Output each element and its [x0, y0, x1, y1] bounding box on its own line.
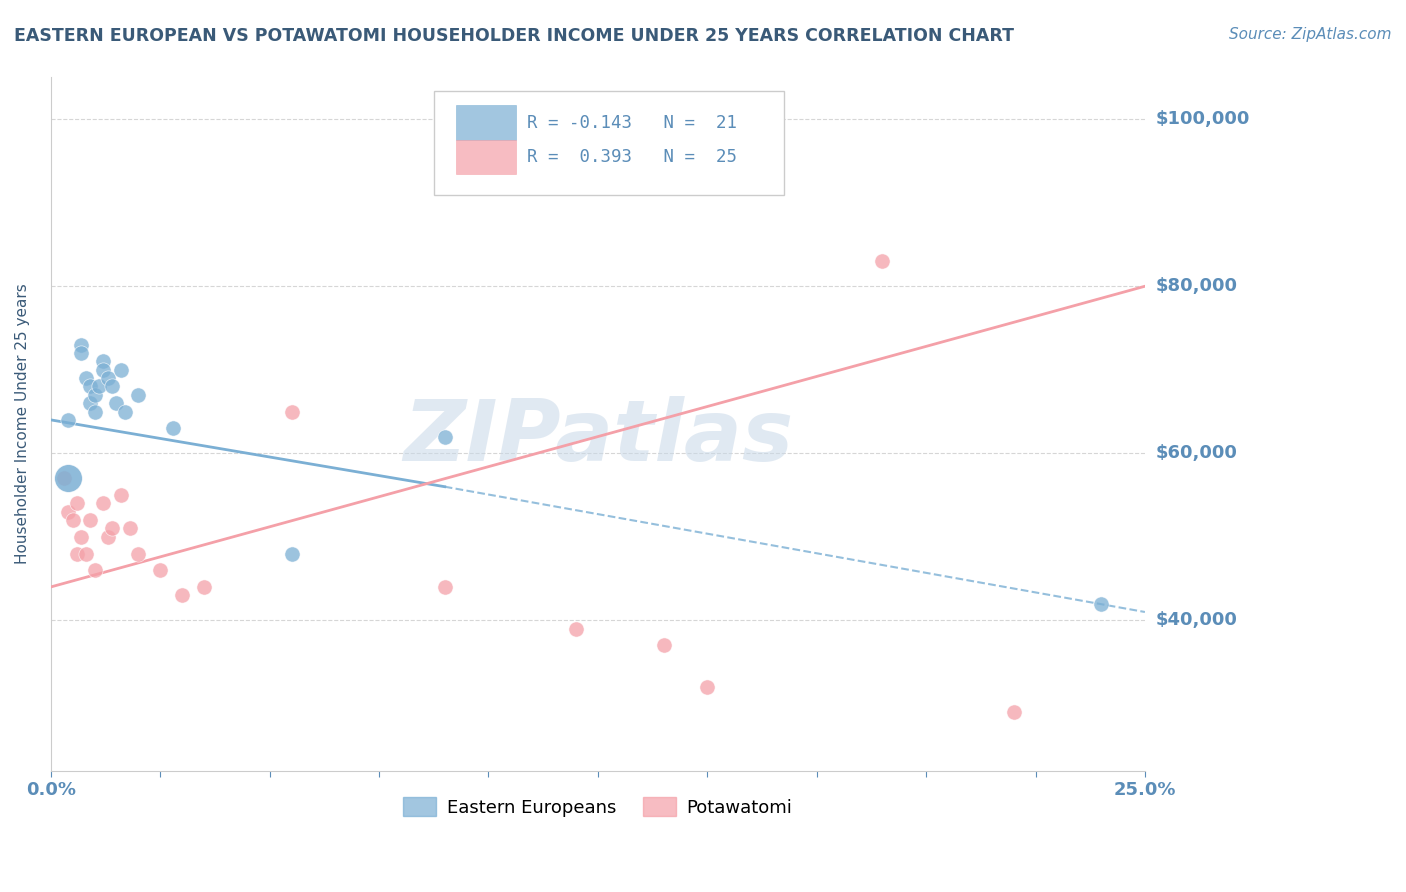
Point	[433, 580, 456, 594]
Point	[97, 530, 120, 544]
Point	[66, 547, 89, 561]
Point	[105, 396, 128, 410]
Text: EASTERN EUROPEAN VS POTAWATOMI HOUSEHOLDER INCOME UNDER 25 YEARS CORRELATION CHA: EASTERN EUROPEAN VS POTAWATOMI HOUSEHOLD…	[14, 27, 1014, 45]
Point	[433, 429, 456, 443]
Point	[118, 521, 141, 535]
Point	[565, 622, 588, 636]
Point	[162, 421, 184, 435]
Text: Source: ZipAtlas.com: Source: ZipAtlas.com	[1229, 27, 1392, 42]
Point	[93, 363, 115, 377]
Point	[652, 639, 675, 653]
Point	[1090, 597, 1112, 611]
Point	[149, 563, 172, 577]
Text: $80,000: $80,000	[1156, 277, 1239, 295]
Point	[110, 488, 132, 502]
Text: R =  0.393   N =  25: R = 0.393 N = 25	[527, 148, 737, 166]
Point	[83, 404, 105, 418]
Point	[58, 505, 80, 519]
Point	[696, 680, 718, 694]
Y-axis label: Householder Income Under 25 years: Householder Income Under 25 years	[15, 284, 30, 565]
Point	[52, 471, 75, 485]
Point	[97, 371, 120, 385]
Point	[101, 379, 124, 393]
Point	[280, 404, 302, 418]
Point	[70, 346, 93, 360]
Point	[114, 404, 136, 418]
Point	[75, 547, 97, 561]
Text: $40,000: $40,000	[1156, 611, 1237, 630]
FancyBboxPatch shape	[434, 91, 785, 195]
Point	[83, 388, 105, 402]
Point	[172, 588, 194, 602]
Point	[70, 530, 93, 544]
Point	[75, 371, 97, 385]
Point	[79, 379, 101, 393]
Legend: Eastern Europeans, Potawatomi: Eastern Europeans, Potawatomi	[396, 790, 800, 824]
Point	[79, 396, 101, 410]
Point	[79, 513, 101, 527]
FancyBboxPatch shape	[456, 140, 516, 175]
Point	[93, 354, 115, 368]
Text: $100,000: $100,000	[1156, 111, 1250, 128]
Point	[66, 496, 89, 510]
Text: ZIPatlas: ZIPatlas	[402, 396, 793, 479]
Point	[93, 496, 115, 510]
Point	[58, 413, 80, 427]
Point	[110, 363, 132, 377]
Text: $60,000: $60,000	[1156, 444, 1237, 462]
Point	[193, 580, 215, 594]
Point	[58, 471, 80, 485]
Point	[280, 547, 302, 561]
Point	[87, 379, 110, 393]
Text: R = -0.143   N =  21: R = -0.143 N = 21	[527, 113, 737, 131]
Point	[101, 521, 124, 535]
Point	[1002, 705, 1025, 719]
Point	[70, 337, 93, 351]
Point	[127, 388, 149, 402]
Point	[83, 563, 105, 577]
Point	[872, 254, 894, 268]
Point	[127, 547, 149, 561]
FancyBboxPatch shape	[456, 105, 516, 140]
Point	[62, 513, 84, 527]
